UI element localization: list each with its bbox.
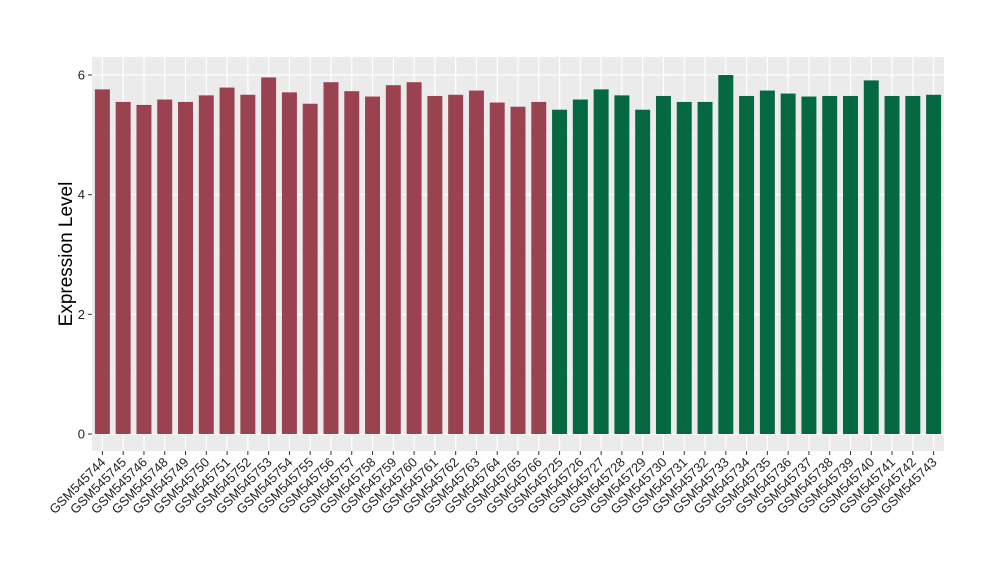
bar-GSM545759 [385,85,401,434]
bar-GSM545761 [427,95,443,434]
bar-GSM545736 [780,93,796,435]
bar-GSM545753 [261,77,277,434]
bar-GSM545749 [178,101,193,435]
bar-GSM545726 [572,99,588,435]
bar-GSM545728 [614,95,630,435]
bar-GSM545737 [801,96,817,434]
bar-GSM545763 [468,90,484,434]
bar-GSM545731 [676,101,692,435]
y-tick-label: 4 [78,187,85,202]
bar-GSM545762 [448,94,464,434]
y-tick-label: 6 [78,68,85,83]
bar-GSM545725 [552,109,568,434]
bar-GSM545744 [94,89,110,434]
bar-GSM545765 [510,106,526,435]
bar-GSM545735 [759,90,775,434]
bar-GSM545758 [365,96,381,434]
bar-GSM545745 [115,101,131,435]
y-axis: 0 2 4 6 [78,68,92,442]
bar-GSM545727 [593,89,609,434]
bar-GSM545766 [531,101,547,435]
bars [94,75,942,435]
bar-GSM545748 [157,99,173,435]
bar-GSM545732 [697,101,713,435]
bar-GSM545734 [739,95,755,434]
bar-GSM545756 [323,82,339,435]
y-tick-label: 0 [78,427,85,442]
bar-GSM545743 [926,94,942,434]
y-tick-label: 2 [78,307,85,322]
bar-GSM545746 [136,104,152,434]
bar-GSM545733 [718,75,734,435]
bar-GSM545752 [240,94,256,434]
bar-GSM545755 [302,103,318,434]
bar-GSM545729 [635,109,651,434]
bar-GSM545754 [281,92,297,434]
bar-GSM545730 [655,95,671,434]
bar-GSM545750 [198,95,214,435]
bar-GSM545740 [863,80,879,435]
bar-GSM545760 [406,82,422,435]
bar-GSM545751 [219,87,235,435]
bar-GSM545742 [905,95,921,434]
bar-GSM545757 [344,91,360,434]
bar-GSM545738 [822,95,838,434]
y-axis-title: Expression Level [56,182,77,327]
bar-GSM545764 [489,102,505,434]
bar-GSM545741 [884,95,900,434]
bar-GSM545739 [843,95,858,434]
x-axis: GSM545744GSM545745GSM545746GSM545748GSM5… [46,451,940,517]
